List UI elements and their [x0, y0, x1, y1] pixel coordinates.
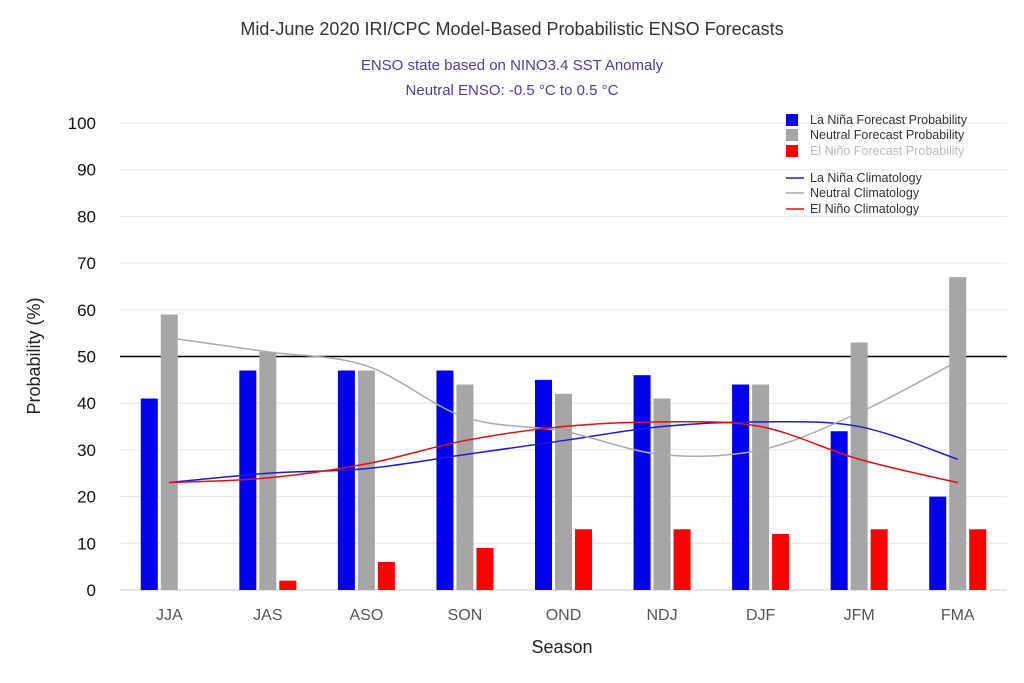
- bar-neutral-NDJ: [653, 398, 671, 590]
- y-tick-label: 100: [68, 114, 96, 133]
- legend-la-nina-forecast-swatch: [786, 114, 798, 126]
- bar-el-nino-ASO: [377, 561, 395, 590]
- x-tick-label: ASO: [349, 607, 383, 624]
- legend-la-nina-climatology-label: La Niña Climatology: [810, 171, 923, 185]
- y-tick-label: 10: [77, 534, 96, 553]
- chart-title: Mid-June 2020 IRI/CPC Model-Based Probab…: [240, 19, 783, 39]
- bar-la-nina-SON: [436, 370, 454, 590]
- y-axis-ticks: 0 10 20 30 40 50 60 70 80 90 100: [68, 114, 96, 600]
- bar-la-nina-JFM: [830, 431, 848, 590]
- bar-el-nino-OND: [575, 529, 592, 590]
- bar-neutral-JFM: [850, 342, 868, 590]
- y-tick-label: 30: [77, 441, 96, 460]
- legend-la-nina-forecast-label: La Niña Forecast Probability: [810, 113, 968, 127]
- el-nino-climatology-line: [169, 420, 958, 484]
- la-nina-climatology-line: [169, 420, 958, 484]
- y-tick-label: 80: [77, 207, 96, 226]
- bar-la-nina-FMA: [929, 496, 947, 590]
- y-tick-label: 90: [77, 161, 96, 180]
- bar-la-nina-DJF: [732, 384, 750, 590]
- bar-neutral-OND: [555, 393, 572, 590]
- bar-la-nina-ASO: [337, 370, 355, 590]
- bar-neutral-DJF: [752, 384, 770, 590]
- y-tick-label: 60: [77, 301, 96, 320]
- chart-subtitle-line-2: Neutral ENSO: -0.5 °C to 0.5 °C: [406, 82, 619, 99]
- bar-neutral-SON: [456, 384, 474, 590]
- y-tick-label: 50: [77, 348, 96, 367]
- x-tick-label: JAS: [253, 607, 282, 624]
- bar-la-nina-OND: [535, 379, 552, 590]
- x-tick-label: FMA: [941, 607, 975, 624]
- bar-neutral-JAS: [259, 351, 277, 590]
- x-axis-ticks: JJA JAS ASO SON OND NDJ DJF JFM FMA: [156, 607, 975, 624]
- x-tick-label: SON: [448, 607, 483, 624]
- bar-neutral-JJA: [160, 314, 178, 590]
- x-tick-label: JFM: [844, 607, 875, 624]
- y-tick-label: 20: [77, 488, 96, 507]
- bar-el-nino-NDJ: [673, 529, 691, 590]
- y-axis-title: Probability (%): [24, 297, 44, 414]
- bar-la-nina-JJA: [140, 398, 158, 590]
- legend-el-nino-forecast-label: El Niño Forecast Probability: [810, 144, 965, 158]
- chart-subtitle-line-1: ENSO state based on NINO3.4 SST Anomaly: [361, 57, 664, 74]
- bar-la-nina-NDJ: [633, 375, 651, 590]
- climatology-lines: [169, 337, 959, 484]
- bar-la-nina-JAS: [239, 370, 257, 590]
- legend-neutral-climatology-label: Neutral Climatology: [810, 186, 920, 200]
- y-tick-label: 0: [87, 581, 96, 600]
- x-axis-title: Season: [531, 637, 592, 657]
- bar-series: [140, 277, 987, 590]
- x-tick-label: NDJ: [647, 607, 678, 624]
- bar-neutral-ASO: [357, 370, 375, 590]
- x-tick-label: DJF: [746, 607, 776, 624]
- y-tick-label: 40: [77, 394, 96, 413]
- x-tick-label: OND: [546, 607, 582, 624]
- legend-neutral-forecast-swatch: [786, 129, 798, 141]
- neutral-climatology-line: [169, 337, 959, 458]
- legend-el-nino-forecast-swatch: [786, 145, 798, 157]
- legend-el-nino-climatology-label: El Niño Climatology: [810, 202, 920, 216]
- x-tick-label: JJA: [156, 607, 183, 624]
- y-tick-label: 70: [77, 254, 96, 273]
- bar-el-nino-FMA: [969, 529, 987, 590]
- bar-el-nino-SON: [476, 547, 494, 590]
- bar-neutral-FMA: [949, 277, 967, 590]
- bar-el-nino-JAS: [279, 580, 297, 590]
- bar-el-nino-DJF: [772, 533, 790, 590]
- legend-neutral-forecast-label: Neutral Forecast Probability: [810, 128, 965, 142]
- bar-el-nino-JFM: [870, 529, 888, 590]
